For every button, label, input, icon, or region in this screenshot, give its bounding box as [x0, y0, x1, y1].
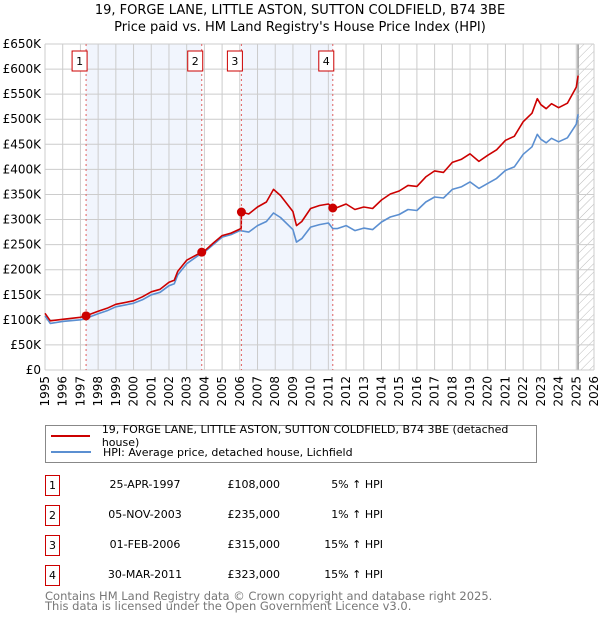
transaction-price: £108,000: [227, 478, 281, 491]
transaction-row: 2 05-NOV-2003 £235,000 1% ↑ HPI: [45, 505, 465, 526]
y-tick-label: £500K: [3, 112, 43, 126]
legend-label-property: 19, FORGE LANE, LITTLE ASTON, SUTTON COL…: [101, 423, 509, 449]
x-tick-label: 2022: [516, 376, 530, 407]
transaction-hpi-diff: 15% ↑ HPI: [324, 538, 383, 551]
transaction-price: £235,000: [227, 508, 281, 521]
y-tick-label: £550K: [3, 87, 43, 101]
sale-point: [197, 247, 207, 257]
transaction-number: 1: [45, 475, 60, 496]
x-tick-label: 2007: [251, 376, 265, 407]
x-tick-label: 2008: [268, 376, 282, 407]
y-tick-label: £650K: [3, 37, 43, 51]
x-tick-label: 2005: [215, 376, 229, 407]
x-tick-label: 1997: [73, 376, 87, 407]
sale-label: 2: [192, 55, 199, 68]
footer-licence: This data is licensed under the Open Gov…: [45, 599, 412, 613]
x-tick-label: 1995: [38, 376, 52, 407]
sale-label: 3: [231, 55, 238, 68]
legend-item-property: 19, FORGE LANE, LITTLE ASTON, SUTTON COL…: [46, 423, 536, 449]
legend-item-hpi: HPI: Average price, detached house, Lich…: [46, 444, 353, 460]
y-tick-label: £100K: [3, 313, 43, 327]
transaction-row: 1 25-APR-1997 £108,000 5% ↑ HPI: [45, 475, 465, 496]
transaction-row: 3 01-FEB-2006 £315,000 15% ↑ HPI: [45, 535, 465, 556]
x-tick-label: 2023: [534, 376, 548, 407]
x-tick-label: 2015: [392, 376, 406, 407]
x-tick-label: 2019: [463, 376, 477, 407]
y-tick-label: £250K: [3, 238, 43, 252]
transaction-hpi-diff: 5% ↑ HPI: [331, 478, 383, 491]
footer-copyright: Contains HM Land Registry data © Crown c…: [45, 589, 493, 603]
sale-label: 1: [76, 55, 83, 68]
y-tick-label: £350K: [3, 187, 43, 201]
sale-point: [81, 311, 91, 321]
sale-label-box: [187, 50, 204, 72]
transaction-date: 01-FEB-2006: [109, 538, 181, 551]
y-tick-label: £200K: [3, 263, 43, 277]
transaction-date: 25-APR-1997: [109, 478, 181, 491]
transaction-hpi-diff: 1% ↑ HPI: [331, 508, 383, 521]
x-tick-label: 2002: [162, 376, 176, 407]
y-tick-label: £600K: [3, 62, 43, 76]
transaction-price: £315,000: [227, 538, 281, 551]
legend-swatch-blue: [51, 451, 91, 453]
y-tick-label: £0: [26, 363, 41, 377]
x-tick-label: 2018: [445, 376, 459, 407]
transaction-price: £323,000: [227, 568, 281, 581]
chart-title-line1: 19, FORGE LANE, LITTLE ASTON, SUTTON COL…: [94, 3, 506, 18]
x-tick-label: 2006: [233, 376, 247, 407]
x-tick-label: 2016: [410, 376, 424, 407]
chart-title-line2: Price paid vs. HM Land Registry's House …: [114, 20, 486, 35]
x-tick-label: 2004: [197, 376, 211, 407]
shaded-period: [86, 44, 202, 370]
sale-label-box: [318, 50, 335, 72]
x-tick-label: 2003: [180, 376, 194, 407]
transaction-number: 2: [45, 505, 60, 526]
sale-label-box: [226, 50, 243, 72]
x-tick-label: 2020: [481, 376, 495, 407]
x-tick-label: 2000: [127, 376, 141, 407]
x-tick-label: 2001: [144, 376, 158, 407]
x-tick-label: 2013: [357, 376, 371, 407]
chart-legend: 19, FORGE LANE, LITTLE ASTON, SUTTON COL…: [45, 423, 537, 463]
x-tick-label: 2025: [569, 376, 583, 407]
y-tick-label: £450K: [3, 137, 43, 151]
sale-point: [328, 203, 338, 213]
x-tick-label: 2024: [552, 376, 566, 407]
x-tick-label: 2014: [374, 376, 388, 407]
y-tick-label: £150K: [3, 288, 43, 302]
legend-label-hpi: HPI: Average price, detached house, Lich…: [103, 445, 353, 459]
x-tick-label: 2026: [587, 376, 600, 407]
transaction-date: 05-NOV-2003: [108, 508, 182, 521]
x-tick-label: 2012: [339, 376, 353, 407]
sale-label-box: [71, 50, 88, 72]
x-tick-label: 2017: [428, 376, 442, 407]
x-tick-label: 2011: [321, 376, 335, 407]
forecast-hatch: [578, 44, 594, 370]
x-tick-label: 1999: [109, 376, 123, 407]
y-tick-label: £300K: [3, 213, 43, 227]
sale-point: [236, 207, 246, 217]
y-tick-label: £400K: [3, 162, 43, 176]
transaction-date: 30-MAR-2011: [107, 568, 183, 581]
transaction-number: 3: [45, 535, 60, 556]
sale-label: 4: [323, 55, 330, 68]
x-tick-label: 2010: [304, 376, 318, 407]
x-tick-label: 2021: [498, 376, 512, 407]
shaded-period: [241, 44, 333, 370]
transaction-number: 4: [45, 565, 60, 586]
x-tick-label: 2009: [286, 376, 300, 407]
transaction-row: 4 30-MAR-2011 £323,000 15% ↑ HPI: [45, 565, 465, 586]
y-tick-label: £50K: [10, 338, 42, 352]
transaction-hpi-diff: 15% ↑ HPI: [324, 568, 383, 581]
price-chart: 1995 1996 1997 1998 1999 2000 2001 2002 2003 2004…: [3, 37, 600, 407]
property-price-line: [44, 75, 579, 322]
x-tick-label: 1998: [91, 376, 105, 407]
x-tick-label: 1996: [56, 376, 70, 407]
hpi-line: [44, 114, 579, 325]
legend-swatch-red: [51, 435, 90, 437]
